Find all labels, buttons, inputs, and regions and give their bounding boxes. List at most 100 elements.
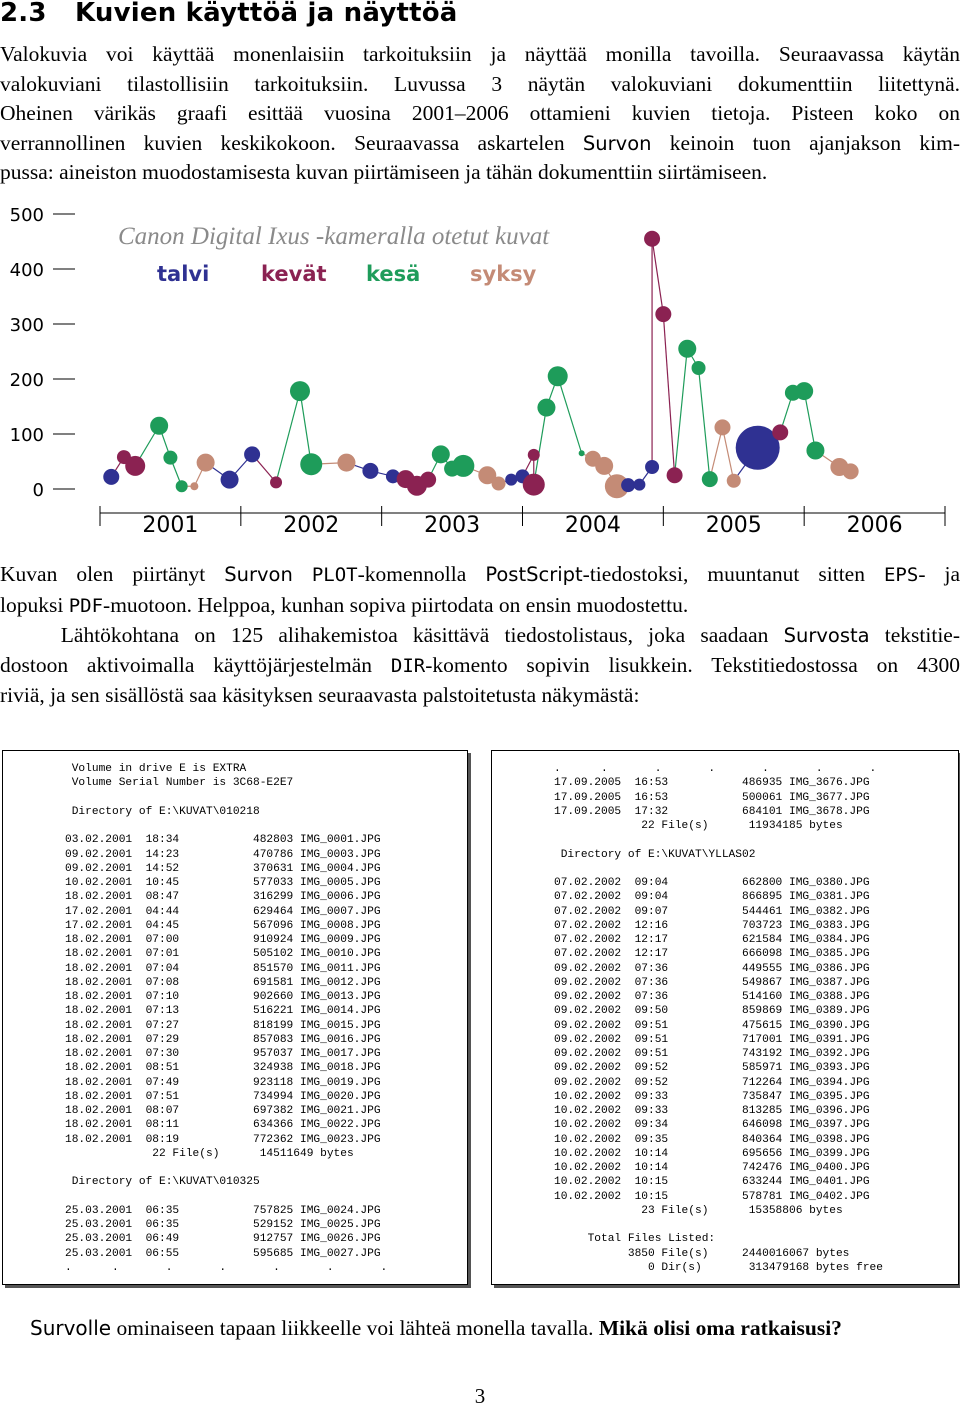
listing-row: 09.02.2001 14:52 370631 IMG_0004.JPG — [65, 862, 381, 875]
listing-row: 07.02.2002 12:17 621584 IMG_0384.JPG — [554, 934, 870, 946]
data-point — [289, 381, 310, 402]
data-point — [452, 454, 475, 477]
legend-item-kevät: kevät — [261, 262, 327, 286]
data-point — [103, 468, 120, 485]
data-point — [431, 445, 450, 464]
y-tick-label: 400 — [10, 260, 44, 281]
section-title: Kuvien käyttöä ja näyttöä — [75, 0, 458, 28]
data-point — [522, 473, 545, 496]
series-segment — [299, 391, 312, 465]
data-point — [163, 450, 178, 465]
y-tick-label: 0 — [33, 480, 44, 501]
listing-row: 09.02.2002 09:52 585971 IMG_0393.JPG — [554, 1062, 870, 1075]
listing-row: 18.02.2001 08:07 697382 IMG_0021.JPG — [65, 1105, 381, 1117]
listing-row: 18.02.2001 07:08 691581 IMG_0012.JPG — [65, 976, 381, 989]
listing-left: Volume in drive E is EXTRA Volume Serial… — [2, 750, 468, 1285]
listing-row: 18.02.2001 07:51 734994 IMG_0020.JPG — [65, 1090, 381, 1103]
data-point — [537, 398, 556, 417]
data-point — [150, 416, 169, 435]
listing-row: . . . . . . . — [554, 763, 877, 775]
text-line: Kuvan olen piirtänyt Survon PLOT-komenno… — [0, 562, 960, 586]
data-point — [842, 463, 859, 480]
y-tick-label: 200 — [10, 370, 44, 391]
data-point — [175, 480, 188, 493]
listing-row: 18.02.2001 08:19 772362 IMG_0023.JPG — [65, 1133, 381, 1146]
legend-item-talvi: talvi — [157, 262, 209, 286]
listing-row — [554, 833, 958, 847]
data-point — [604, 474, 629, 499]
listing-row: 18.02.2001 07:01 505102 IMG_0010.JPG — [65, 948, 381, 961]
x-tick-label: 2001 — [142, 513, 198, 538]
listing-row: 10.02.2002 09:33 813285 IMG_0396.JPG — [554, 1105, 870, 1117]
survo-word: Survolle — [30, 1316, 112, 1340]
listing-row: Volume Serial Number is 3C68-E2E7 — [65, 777, 294, 790]
listing-row: 09.02.2002 09:51 743192 IMG_0392.JPG — [554, 1048, 870, 1060]
data-point — [547, 366, 568, 387]
data-point — [244, 446, 261, 463]
chart-title: Canon Digital Ixus -kameralla otetut kuv… — [118, 223, 550, 250]
series-segment — [721, 427, 735, 481]
data-point — [420, 471, 437, 488]
closing-text: ominaiseen tapaan liikkeelle voi lähteä … — [111, 1316, 599, 1340]
legend: talvi kevät kesä syksy — [157, 262, 537, 286]
series-segment — [557, 376, 583, 454]
text-line: Valokuvia voi käyttää monenlaisiin tarko… — [0, 42, 960, 66]
text-line: lopuksi PDF-muotoon. Helppoa, kunhan sop… — [0, 592, 689, 617]
y-tick-label: 500 — [10, 205, 44, 226]
listing-row: 18.02.2001 07:04 851570 IMG_0011.JPG — [65, 962, 381, 975]
listing-row — [65, 791, 467, 805]
listing-row: 25.03.2001 06:35 529152 IMG_0025.JPG — [65, 1219, 381, 1231]
data-point — [701, 471, 718, 488]
legend-item-syksy: syksy — [470, 262, 537, 286]
listing-row: Directory of E:\KUVAT\YLLAS02 — [554, 848, 756, 861]
text-line: Lähtökohtana on 125 alihakemistoa käsitt… — [0, 623, 960, 647]
listing-row: 09.02.2002 09:51 475615 IMG_0390.JPG — [554, 1019, 870, 1032]
listing-row: 18.02.2001 07:13 516221 IMG_0014.JPG — [65, 1005, 381, 1018]
x-tick-label: 2005 — [706, 513, 762, 538]
data-point — [666, 467, 683, 484]
text-line: pussa: aineiston muodostamisesta kuvan p… — [0, 160, 768, 184]
listing-row: 07.02.2002 09:07 544461 IMG_0382.JPG — [554, 905, 870, 918]
listing-row: 07.02.2002 09:04 662800 IMG_0380.JPG — [554, 877, 870, 889]
listing-row: 09.02.2001 14:23 470786 IMG_0003.JPG — [65, 848, 381, 861]
data-point — [190, 482, 199, 491]
data-point — [772, 424, 789, 441]
series-segment — [674, 348, 688, 476]
series-segment — [709, 427, 724, 480]
listing-row: 10.02.2001 10:45 577033 IMG_0005.JPG — [65, 877, 381, 889]
listing-row: Directory of E:\KUVAT\010218 — [65, 805, 260, 818]
listing-row — [65, 1161, 467, 1175]
listing-row: 17.09.2005 17:32 684101 IMG_3678.JPG — [554, 805, 870, 818]
text-line: valokuviani tilastollisiin tarkoituksiin… — [0, 71, 960, 96]
data-point — [270, 476, 283, 489]
data-point — [220, 470, 239, 489]
series-segment — [697, 367, 711, 480]
data-point — [578, 450, 585, 457]
page-number: 3 — [474, 1384, 486, 1408]
listing-row: 25.03.2001 06:49 912757 IMG_0026.JPG — [65, 1233, 381, 1246]
listing-row: 10.02.2002 10:14 742476 IMG_0400.JPG — [554, 1162, 870, 1174]
closing-sentence: Survolle ominaiseen tapaan liikkeelle vo… — [30, 1316, 842, 1341]
listing-row: 17.02.2001 04:44 629464 IMG_0007.JPG — [65, 905, 381, 918]
listing-row: Volume in drive E is EXTRA — [65, 763, 247, 775]
section-number: 2.3 — [0, 0, 47, 28]
data-point — [621, 478, 636, 493]
data-point — [645, 460, 660, 474]
listing-row: 18.02.2001 07:10 902660 IMG_0013.JPG — [65, 991, 381, 1003]
section-heading: 2.3 Kuvien käyttöä ja näyttöä — [0, 0, 458, 28]
listing-row: 23 File(s) 15358806 bytes — [554, 1204, 843, 1217]
listing-row: 25.03.2001 06:35 757825 IMG_0024.JPG — [65, 1204, 381, 1217]
listing-row — [554, 1218, 958, 1232]
y-axis: 0 100 200 300 400 500 — [10, 205, 75, 501]
listing-row: 10.02.2002 10:15 578781 IMG_0402.JPG — [554, 1190, 870, 1203]
listing-row: 18.02.2001 07:27 818199 IMG_0015.JPG — [65, 1019, 381, 1032]
listing-row: 18.02.2001 08:47 316299 IMG_0006.JPG — [65, 891, 381, 904]
listing-row: 10.02.2002 09:33 735847 IMG_0395.JPG — [554, 1090, 870, 1103]
series-segment — [533, 407, 548, 485]
listing-row: 09.02.2002 07:36 549867 IMG_0387.JPG — [554, 976, 870, 989]
listing-row: 18.02.2001 07:29 857083 IMG_0016.JPG — [65, 1033, 381, 1046]
data-point — [362, 462, 379, 479]
listing-row: . . . . . . . — [65, 1261, 388, 1274]
data-point — [714, 419, 731, 436]
